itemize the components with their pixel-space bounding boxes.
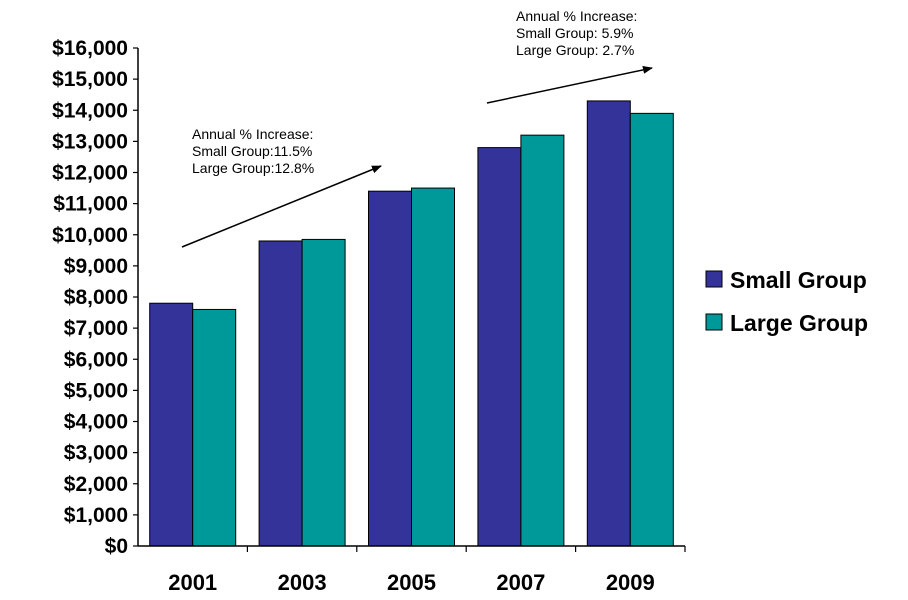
legend-label-small-group: Small Group	[730, 267, 867, 293]
trend-arrow	[486, 65, 653, 104]
bar-large-group-2009	[629, 112, 674, 547]
x-tick-label: 2003	[278, 570, 327, 595]
bar-large-group-2001	[192, 308, 237, 547]
legend: Small Group Large Group	[705, 267, 868, 336]
y-tick-label: $5,000	[64, 379, 128, 402]
annotation-line: Small Group: 5.9%	[516, 25, 634, 41]
y-tick-label: $9,000	[64, 255, 128, 278]
annotation-2005-2009: Annual % Increase: Small Group: 5.9% Lar…	[486, 8, 653, 104]
bar-small-group-2003	[258, 240, 303, 547]
y-tick-label: $14,000	[52, 99, 128, 122]
x-tick-label: 2009	[606, 570, 655, 595]
y-tick-label: $2,000	[64, 473, 128, 496]
y-tick-label: $16,000	[52, 37, 128, 60]
annotation-line: Large Group: 2.7%	[516, 42, 634, 58]
trend-arrow	[181, 165, 382, 248]
annotation-line: Annual % Increase:	[192, 126, 313, 142]
y-tick-label: $4,000	[64, 411, 128, 434]
legend-swatch-small-group	[705, 270, 723, 288]
axis-ticks	[133, 47, 686, 552]
bar-large-group-2003	[301, 238, 346, 547]
bar-small-group-2009	[586, 100, 631, 547]
x-tick-label: 2005	[387, 570, 436, 595]
y-axis-tick-labels: $0 $1,000 $2,000 $3,000 $4,000 $5,000 $6,000 $7…	[52, 37, 128, 558]
y-tick-label: $1,000	[64, 504, 128, 527]
y-tick-label: $12,000	[52, 162, 128, 185]
y-tick-label: $15,000	[52, 68, 128, 91]
annotation-line: Small Group:11.5%	[192, 143, 312, 159]
y-tick-label: $6,000	[64, 348, 128, 371]
bar-small-group-2007	[477, 147, 522, 547]
bar-large-group-2007	[520, 134, 565, 547]
x-tick-label: 2007	[496, 570, 545, 595]
y-tick-label: $3,000	[64, 442, 128, 465]
y-tick-label: $10,000	[52, 224, 128, 247]
x-tick-label: 2001	[168, 570, 217, 595]
legend-label-large-group: Large Group	[730, 310, 868, 336]
bar-small-group-2001	[149, 302, 194, 547]
bars	[149, 100, 674, 547]
y-tick-label: $11,000	[53, 193, 128, 216]
annotation-2001-2005: Annual % Increase: Small Group:11.5% Lar…	[181, 126, 382, 248]
y-tick-label: $7,000	[64, 317, 128, 340]
annotation-line: Large Group:12.8%	[192, 160, 314, 176]
x-axis-tick-labels: 2001 2003 2005 2007 2009	[168, 570, 655, 595]
annotation-line: Annual % Increase:	[516, 8, 637, 24]
y-tick-label: $0	[105, 535, 128, 558]
bar-small-group-2005	[368, 190, 412, 547]
y-tick-label: $13,000	[52, 130, 128, 153]
y-tick-label: $8,000	[64, 286, 128, 309]
legend-swatch-large-group	[705, 313, 723, 331]
bar-large-group-2005	[411, 187, 455, 547]
